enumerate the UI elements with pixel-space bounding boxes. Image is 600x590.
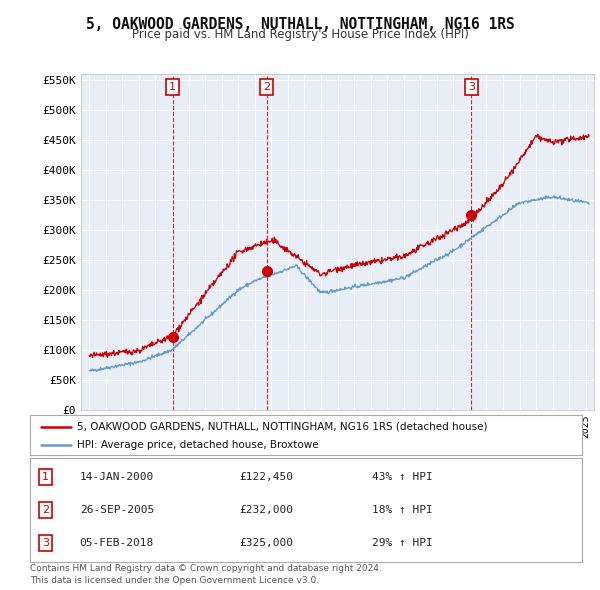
Text: 14-JAN-2000: 14-JAN-2000 (80, 472, 154, 482)
Text: 1: 1 (42, 472, 49, 482)
Text: 29% ↑ HPI: 29% ↑ HPI (372, 538, 433, 548)
Text: Price paid vs. HM Land Registry's House Price Index (HPI): Price paid vs. HM Land Registry's House … (131, 28, 469, 41)
Text: 3: 3 (42, 538, 49, 548)
Text: Contains HM Land Registry data © Crown copyright and database right 2024.
This d: Contains HM Land Registry data © Crown c… (30, 564, 382, 585)
Text: 18% ↑ HPI: 18% ↑ HPI (372, 505, 433, 515)
Text: 5, OAKWOOD GARDENS, NUTHALL, NOTTINGHAM, NG16 1RS (detached house): 5, OAKWOOD GARDENS, NUTHALL, NOTTINGHAM,… (77, 422, 487, 432)
Text: £232,000: £232,000 (240, 505, 294, 515)
Text: 1: 1 (169, 82, 176, 92)
Text: HPI: Average price, detached house, Broxtowe: HPI: Average price, detached house, Brox… (77, 441, 319, 450)
Text: 3: 3 (468, 82, 475, 92)
Text: 26-SEP-2005: 26-SEP-2005 (80, 505, 154, 515)
Text: 5, OAKWOOD GARDENS, NUTHALL, NOTTINGHAM, NG16 1RS: 5, OAKWOOD GARDENS, NUTHALL, NOTTINGHAM,… (86, 17, 514, 31)
Text: 2: 2 (263, 82, 271, 92)
Text: 43% ↑ HPI: 43% ↑ HPI (372, 472, 433, 482)
Text: £122,450: £122,450 (240, 472, 294, 482)
Text: 05-FEB-2018: 05-FEB-2018 (80, 538, 154, 548)
Text: £325,000: £325,000 (240, 538, 294, 548)
Text: 2: 2 (42, 505, 49, 515)
